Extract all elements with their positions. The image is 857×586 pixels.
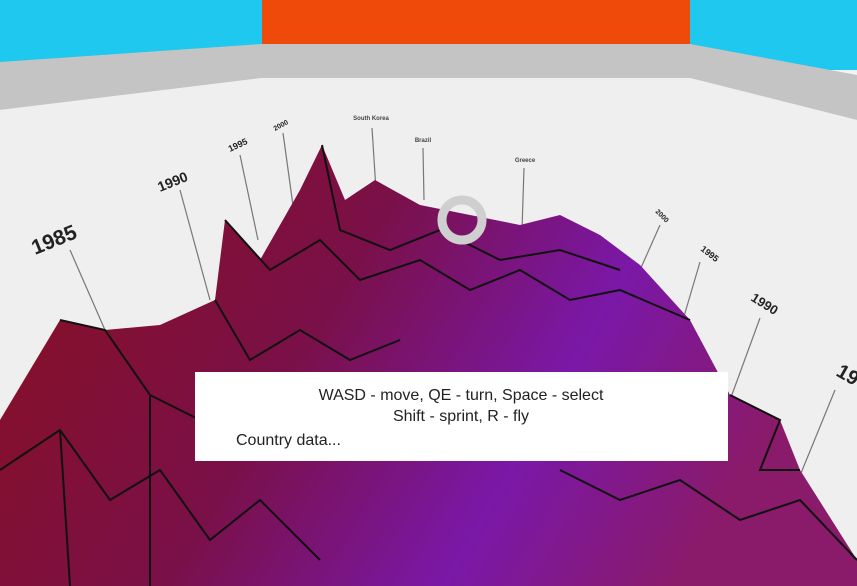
hud-controls: WASD - move, QE - turn, Space - select: [319, 387, 604, 404]
poles: [69, 127, 836, 501]
wall-top: [0, 44, 857, 120]
hud-info: Country data...: [236, 432, 341, 449]
cursor-ring: [437, 195, 487, 245]
terrain-edges: [0, 144, 857, 586]
hud-controls: Shift - sprint, R - fly: [393, 408, 529, 425]
country-label: Greece: [515, 158, 536, 164]
hud-panel: [195, 372, 728, 461]
terrain: [0, 145, 857, 586]
country-label: Brazil: [415, 138, 432, 144]
far-block: [262, 0, 690, 48]
country-label: South Korea: [353, 116, 389, 122]
